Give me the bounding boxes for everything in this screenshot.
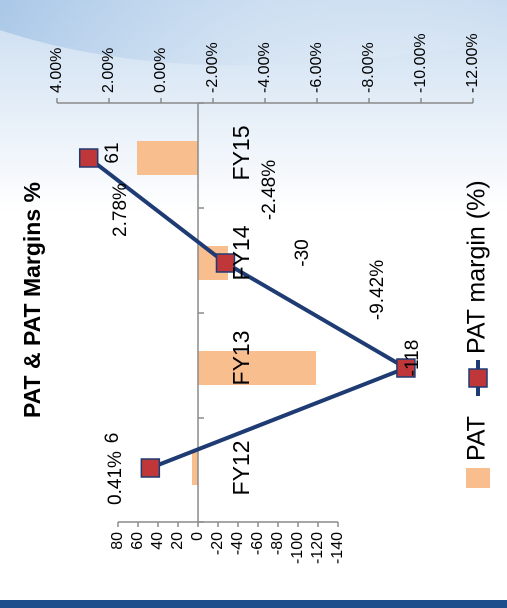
secondary-axis-tick-label: -12.00% [464, 33, 481, 93]
chart-title: PAT & PAT Margins % [19, 182, 45, 418]
primary-axis-tick-label: -80 [269, 532, 286, 555]
legend-label-pat: PAT [463, 416, 491, 461]
secondary-axis-tick-label: -2.00% [204, 42, 221, 93]
margin-marker-fy14 [215, 253, 236, 273]
margin-marker-fy15 [78, 148, 99, 168]
primary-axis-tick-label: 0 [189, 532, 206, 541]
bar-fy15 [137, 141, 198, 175]
margin-value-label-fy14: -2.48% [259, 160, 280, 220]
primary-axis-tick-label: -40 [229, 532, 246, 555]
primary-axis-tick-label: -120 [309, 532, 326, 564]
margin-value-label-fy13: -9.42% [367, 260, 388, 320]
secondary-axis-tick-label: -8.00% [360, 42, 377, 93]
background-swoosh [0, 0, 507, 66]
secondary-axis-tick-label: -6.00% [308, 42, 325, 93]
margin-line [78, 148, 416, 478]
primary-axis-tick-label: 40 [149, 532, 166, 550]
bar-fy12 [192, 451, 198, 485]
secondary-axis-tick-label: 2.00% [100, 48, 117, 93]
category-label-fy15: FY15 [228, 126, 254, 181]
primary-axis-tick-label: -140 [329, 532, 346, 564]
primary-axis-tick-label: -100 [289, 532, 306, 564]
category-label-fy12: FY12 [228, 441, 254, 496]
plot-area: 80 60 40 20 0 -20 -40 -60 -80 -100 -120 -140 4.00% 2.… [48, 33, 481, 564]
bar-fy13 [198, 351, 316, 385]
secondary-axis-tick-label: 4.00% [48, 48, 65, 93]
secondary-axis-tick-label: -4.00% [256, 42, 273, 93]
bar-value-label-fy13: -118 [402, 340, 423, 377]
margin-value-label-fy15: 2.78% [110, 183, 131, 237]
legend: PAT PAT margin (%) [463, 180, 491, 488]
category-label-fy13: FY13 [228, 331, 254, 386]
primary-axis-tick-label: 80 [109, 532, 126, 550]
axes: 80 60 40 20 0 -20 -40 -60 -80 -100 -120 -140 4.00% 2.… [48, 33, 481, 564]
margin-marker-fy12 [140, 458, 161, 478]
bar-value-label-fy12: 6 [102, 433, 123, 444]
secondary-axis-tick-label: -10.00% [412, 33, 429, 93]
legend-marker-margin [468, 368, 488, 388]
primary-axis-tick-label: 60 [129, 532, 146, 550]
margin-value-label-fy12: 0.41% [105, 451, 126, 505]
category-label-fy14: FY14 [228, 225, 254, 280]
bar-value-label-fy14: -30 [292, 239, 313, 266]
primary-axis-tick-label: -20 [209, 532, 226, 555]
primary-axis-tick-label: 20 [169, 532, 186, 550]
bar-value-label-fy15: 61 [102, 142, 123, 163]
margin-marker-fy13 [396, 358, 416, 378]
secondary-axis-tick-label: 0.00% [152, 48, 169, 93]
pat-bars [137, 141, 316, 485]
primary-axis-tick-label: -60 [249, 532, 266, 555]
data-labels: FY12 FY13 FY14 FY15 6 -118 -30 61 0.41% -9.42% -2.… [102, 126, 423, 505]
bottom-border [0, 600, 507, 608]
legend-swatch-pat [466, 468, 490, 488]
margin-series-line [87, 156, 411, 470]
legend-label-margin: PAT margin (%) [463, 180, 491, 354]
